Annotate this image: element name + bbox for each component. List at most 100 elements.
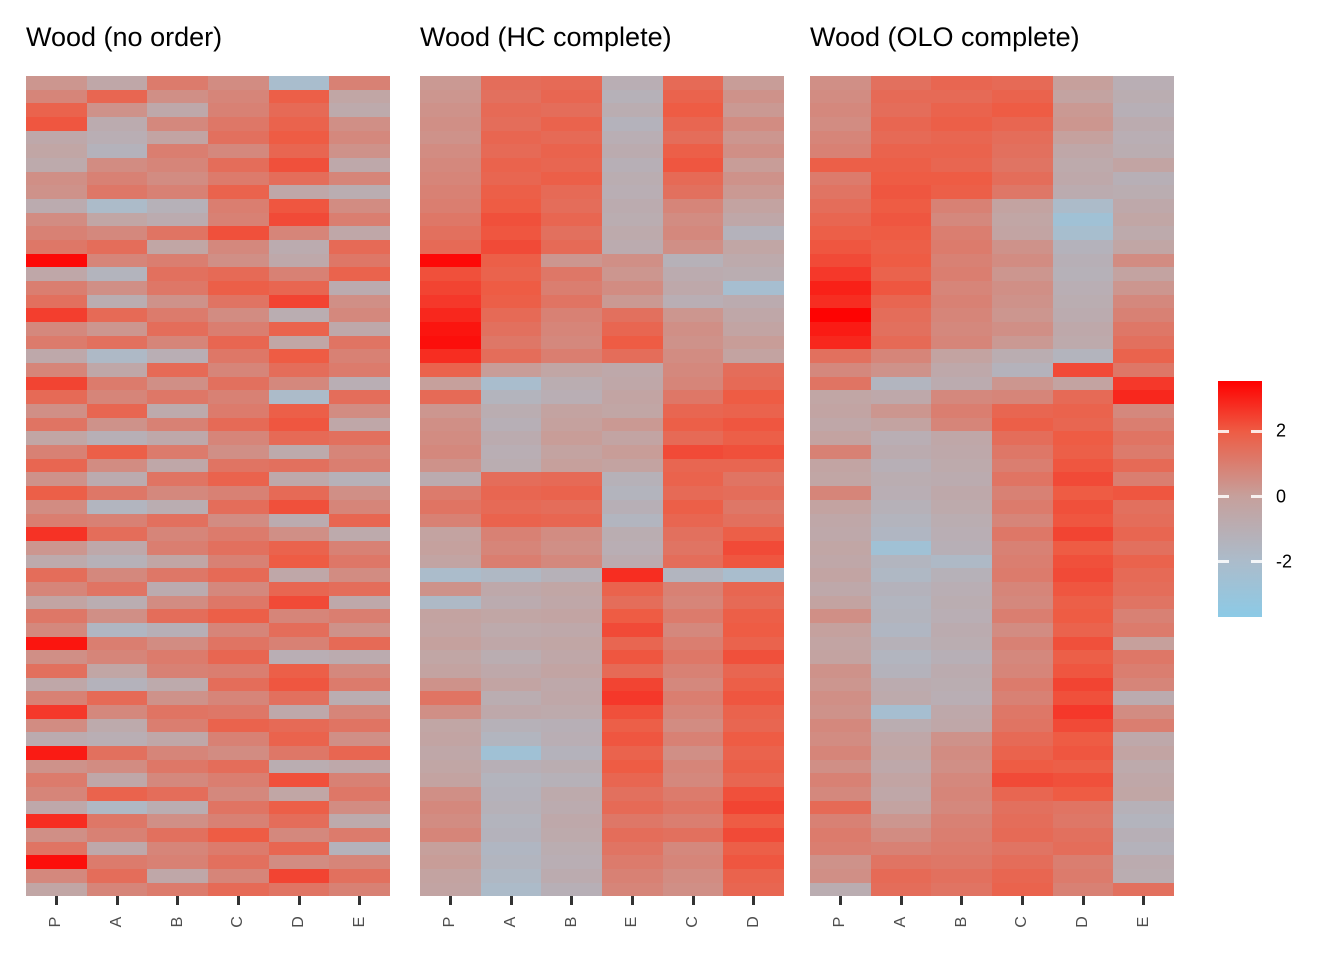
heatmap-cell xyxy=(147,390,209,405)
heatmap-cell xyxy=(147,417,209,432)
heatmap-cell xyxy=(480,677,542,692)
heatmap-row xyxy=(26,103,391,118)
heatmap-cell xyxy=(268,499,330,514)
heatmap-cell xyxy=(480,158,542,172)
heatmap-row xyxy=(810,486,1175,500)
heatmap-cell xyxy=(86,76,148,90)
heatmap-cell xyxy=(480,376,542,391)
heatmap-row xyxy=(420,144,785,159)
heatmap-cell xyxy=(602,704,663,719)
heatmap-row xyxy=(420,185,785,200)
heatmap-cell xyxy=(931,130,993,145)
heatmap-cell xyxy=(1113,240,1175,254)
heatmap-cell xyxy=(810,527,871,541)
heatmap-cell xyxy=(662,349,724,364)
heatmap-cell xyxy=(602,130,663,145)
heatmap-cell xyxy=(541,773,603,787)
heatmap-cell xyxy=(329,89,391,104)
heatmap-cell xyxy=(541,144,603,159)
heatmap-cell xyxy=(420,472,481,487)
heatmap-cell xyxy=(870,376,932,391)
heatmap-cell xyxy=(870,786,932,801)
heatmap-row xyxy=(26,800,391,815)
heatmap-cell xyxy=(1052,158,1114,172)
heatmap-cell xyxy=(541,253,603,268)
heatmap-cell xyxy=(723,144,785,159)
heatmap-cell xyxy=(541,363,603,377)
heatmap-row xyxy=(420,158,785,172)
heatmap-row xyxy=(420,581,785,596)
heatmap-cell xyxy=(329,144,391,159)
heatmap-cell xyxy=(1052,103,1114,118)
heatmap-cell xyxy=(870,677,932,692)
heatmap-cell xyxy=(541,650,603,664)
heatmap-cell xyxy=(420,663,481,678)
heatmap-cell xyxy=(26,882,87,897)
heatmap-cell xyxy=(147,759,209,774)
heatmap-cell xyxy=(86,431,148,446)
heatmap-cell xyxy=(147,581,209,596)
heatmap-cell xyxy=(26,472,87,487)
heatmap-cell xyxy=(810,499,871,514)
heatmap-cell xyxy=(480,650,542,664)
heatmap-cell xyxy=(1052,527,1114,541)
heatmap-cell xyxy=(86,199,148,213)
heatmap-cell xyxy=(810,650,871,664)
heatmap-row xyxy=(810,349,1175,364)
heatmap-row xyxy=(26,308,391,323)
heatmap-cell xyxy=(602,718,663,733)
heatmap-cell xyxy=(26,800,87,815)
heatmap-row xyxy=(26,691,391,705)
heatmap-cell xyxy=(723,281,785,295)
heatmap-cell xyxy=(480,609,542,623)
heatmap-cell xyxy=(268,267,330,282)
heatmap-cell xyxy=(810,827,871,842)
heatmap-cell xyxy=(420,704,481,719)
heatmap-cell xyxy=(870,499,932,514)
heatmap-cell xyxy=(810,417,871,432)
heatmap-row xyxy=(810,499,1175,514)
heatmap-cell xyxy=(208,691,269,705)
heatmap-cell xyxy=(931,390,993,405)
heatmap-cell xyxy=(208,650,269,664)
heatmap-cell xyxy=(1113,786,1175,801)
heatmap-cell xyxy=(1052,745,1114,760)
heatmap-cell xyxy=(420,322,481,336)
heatmap-cell xyxy=(662,486,724,500)
heatmap-cell xyxy=(147,691,209,705)
heatmap-cell xyxy=(420,308,481,323)
heatmap-cell xyxy=(26,199,87,213)
heatmap-cell xyxy=(931,103,993,118)
heatmap-row xyxy=(26,171,391,186)
heatmap-cell xyxy=(870,417,932,432)
heatmap-row xyxy=(810,76,1175,90)
heatmap-cell xyxy=(86,868,148,883)
heatmap-cell xyxy=(1113,253,1175,268)
heatmap-cell xyxy=(723,185,785,200)
heatmap-cell xyxy=(1052,759,1114,774)
heatmap-row xyxy=(26,814,391,828)
axis-tick xyxy=(297,896,301,905)
heatmap-cell xyxy=(662,786,724,801)
heatmap-row xyxy=(420,281,785,295)
heatmap-cell xyxy=(870,458,932,473)
heatmap-row xyxy=(810,527,1175,541)
heatmap-cell xyxy=(931,76,993,90)
heatmap-cell xyxy=(329,472,391,487)
heatmap-cell xyxy=(1052,322,1114,336)
heatmap-cell xyxy=(26,130,87,145)
heatmap-cell xyxy=(541,76,603,90)
heatmap-cell xyxy=(1113,445,1175,459)
heatmap-cell xyxy=(870,294,932,309)
heatmap-cell xyxy=(992,827,1053,842)
heatmap-cell xyxy=(662,868,724,883)
heatmap-cell xyxy=(86,609,148,623)
heatmap-cell xyxy=(480,540,542,555)
heatmap-cell xyxy=(1052,786,1114,801)
heatmap-cell xyxy=(26,855,87,869)
heatmap-cell xyxy=(480,89,542,104)
heatmap-cell xyxy=(541,595,603,610)
heatmap-cell xyxy=(86,185,148,200)
heatmap-cell xyxy=(992,404,1053,418)
heatmap-cell xyxy=(420,103,481,118)
